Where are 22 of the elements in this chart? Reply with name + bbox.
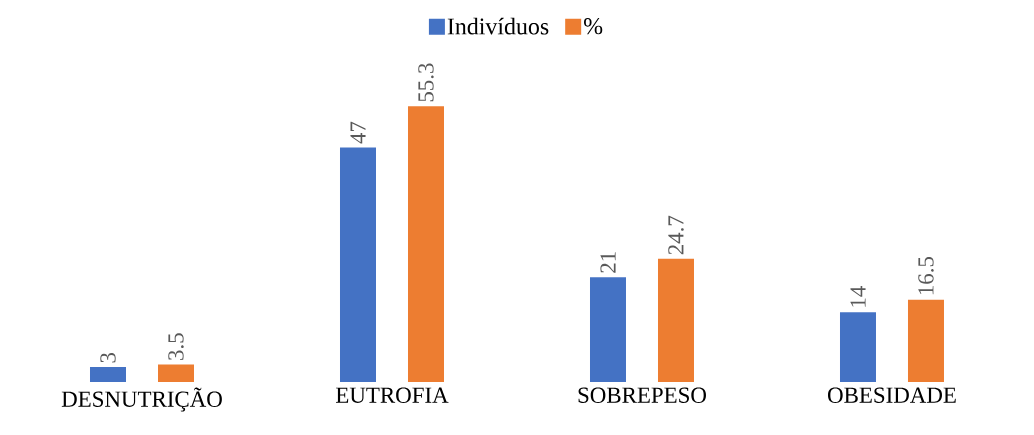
bar [408,106,444,382]
x-tick-label: SOBREPESO [578,387,706,403]
bar [657,258,694,382]
data-label: 16.5 [918,256,934,295]
data-label: 47 [350,121,366,144]
data-label: 24.7 [668,215,684,255]
bar [907,299,944,382]
x-tick-label: DESNUTRIÇÃO [61,387,222,412]
bar [839,312,876,382]
data-label: 3.5 [168,333,184,360]
bar [589,277,626,382]
bar [158,364,194,382]
legend-label: % [583,18,603,35]
x-tick-label: OBESIDADE [828,387,956,403]
x-tick-label: EUTROFIA [336,387,449,403]
data-label: 55.3 [418,63,434,102]
data-label: 14 [850,286,866,307]
legend-label: Indivíduos [447,17,549,35]
bar [339,147,376,382]
data-label: 21 [600,252,616,273]
bar [90,367,126,382]
data-label: 3 [100,352,116,363]
